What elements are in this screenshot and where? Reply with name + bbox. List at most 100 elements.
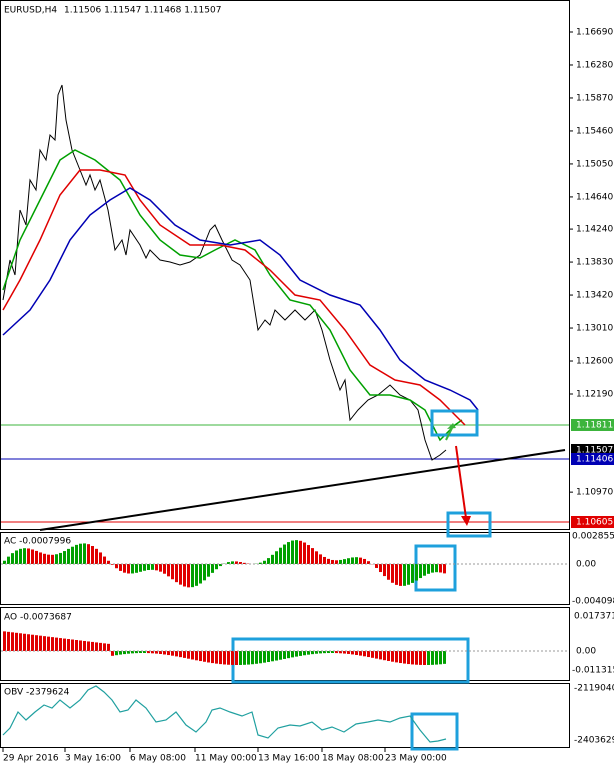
ac-bar [431, 564, 434, 573]
ac-bar [311, 548, 314, 564]
ao-bar [423, 651, 426, 665]
ac-bar [287, 542, 290, 564]
ac-bar [439, 564, 442, 573]
ac-bar [427, 564, 430, 574]
highlight-box [446, 511, 492, 538]
ac-bar [295, 540, 298, 564]
ac-bar [299, 540, 302, 564]
ao-bar [87, 641, 90, 651]
ac-bar [199, 564, 202, 584]
ao-bar [339, 651, 342, 654]
ao-bar [23, 633, 26, 651]
ac-bar [183, 564, 186, 587]
ac-bar [331, 559, 334, 564]
time-label: 23 May 00:00 [385, 754, 447, 764]
ac-bar [103, 556, 106, 564]
time-label: 13 May 16:00 [258, 754, 320, 764]
ac-axis: 0.002855 [572, 532, 614, 542]
ac-bar [387, 564, 390, 580]
ao-bar [39, 635, 42, 651]
ao-bar [255, 651, 258, 664]
price-label: 1.12190 [576, 390, 613, 400]
ao-bar [47, 636, 50, 651]
price-label: 1.15460 [576, 126, 613, 136]
ac-bar [283, 544, 286, 564]
ac-bar [355, 557, 358, 564]
ao-bar [415, 651, 418, 665]
ac-bar [423, 564, 426, 576]
ac-bar [75, 544, 78, 564]
ac-bar [67, 548, 70, 564]
ac-bar [15, 550, 18, 564]
ac-axis: -0.004098 [572, 597, 614, 607]
ac-axis: 0.00 [576, 560, 596, 570]
ma-mid [2, 169, 466, 426]
ao-bar [119, 651, 122, 655]
ao-bar [351, 651, 354, 655]
ao-bar [167, 651, 170, 656]
ac-bar [91, 546, 94, 564]
ac-bar [259, 562, 262, 564]
ao-bar [343, 651, 346, 654]
ac-bar [71, 546, 74, 564]
ao-bar [291, 651, 294, 658]
ao-bar [359, 651, 362, 656]
ac-bar [315, 551, 318, 564]
ac-bar [99, 552, 102, 564]
ao-bar [187, 651, 190, 659]
ao-bar [107, 643, 110, 651]
ac-bar [411, 564, 414, 583]
ac-bar [383, 564, 386, 577]
ao-bar [111, 651, 114, 656]
ao-bar [51, 637, 54, 651]
ao-bar [43, 636, 46, 651]
obv-line [2, 685, 447, 743]
ao-bar [95, 642, 98, 651]
ao-bar [135, 651, 138, 654]
trend-line [39, 449, 566, 531]
ao-bar [223, 651, 226, 665]
marker-current: 1.11507 [576, 446, 613, 456]
ac-bar [127, 564, 130, 574]
ao-axis: 0.00 [576, 647, 596, 657]
ac-bar [147, 564, 150, 571]
ac-bar [11, 553, 14, 564]
ao-bar [151, 651, 154, 654]
ao-bar [279, 651, 282, 660]
ao-bar [247, 651, 250, 665]
highlight-box [430, 409, 479, 437]
symbol: EURUSD,H4 [4, 6, 57, 16]
ac-bar [407, 564, 410, 585]
ma-fast [2, 149, 463, 442]
arrow-head [461, 516, 471, 526]
ao-bar [63, 638, 66, 651]
ao-bar [179, 651, 182, 658]
ao-bar [171, 651, 174, 656]
ao-bar [371, 651, 374, 658]
ac-bar [419, 564, 422, 579]
price-label: 1.15050 [576, 159, 613, 169]
ac-bar [327, 558, 330, 564]
ao-bar [115, 651, 118, 656]
ac-bar [191, 564, 194, 588]
ao-bar [303, 651, 306, 656]
ao-bar [411, 651, 414, 665]
ac-bar [339, 559, 342, 564]
ac-bar [211, 564, 214, 573]
ao-bar [3, 631, 6, 651]
ao-bar [403, 651, 406, 664]
ao-bar [59, 638, 62, 651]
ao-bar [99, 642, 102, 651]
ao-bar [379, 651, 382, 660]
ac-bar [367, 561, 370, 564]
ao-bar [75, 640, 78, 651]
ao-bar [307, 651, 310, 655]
ac-bar [123, 564, 126, 573]
ao-bar [183, 651, 186, 658]
ao-bar [315, 651, 318, 654]
ac-bar [43, 553, 46, 564]
marker-bg [571, 516, 614, 528]
obv-axis: -2119040 [574, 684, 614, 694]
marker-green: 1.11811 [576, 421, 613, 431]
ac-bar [203, 564, 206, 581]
